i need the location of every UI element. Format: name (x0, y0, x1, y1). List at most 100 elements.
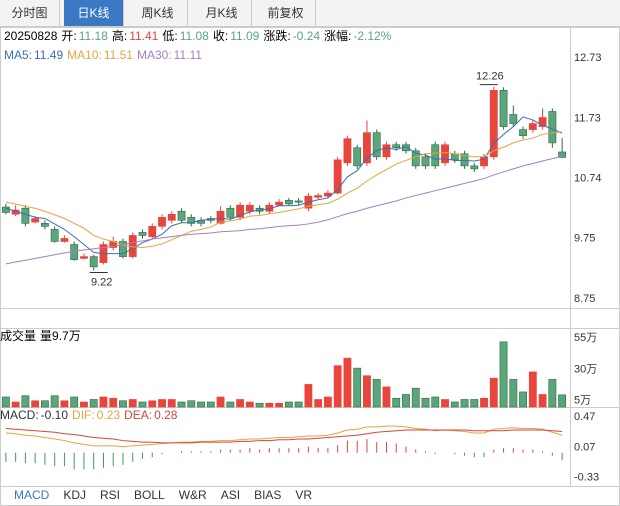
candle-body (460, 153, 469, 167)
indicator-tab[interactable]: W&R (178, 488, 207, 502)
candle-body (216, 210, 225, 224)
legend-name: MA30: (136, 48, 172, 62)
annotation: 12.26 (476, 71, 504, 83)
candle-body (314, 195, 323, 198)
volume-bar (284, 401, 293, 408)
candle-body (60, 238, 69, 242)
volume-bar (558, 394, 567, 408)
candle-body (275, 201, 284, 206)
volume-bar (402, 394, 410, 408)
volume-bar (119, 400, 127, 408)
indicator-tab[interactable]: ASI (220, 488, 241, 502)
volume-bar (333, 365, 342, 408)
volume-bar (382, 386, 391, 408)
legend-value: -0.10 (40, 408, 69, 422)
volume-bar (343, 357, 352, 408)
candle-body (236, 204, 244, 218)
indicator-tab[interactable]: RSI (100, 488, 121, 502)
volume-bar (177, 401, 186, 408)
candle-body (245, 204, 254, 212)
candle-body (519, 129, 527, 136)
y-tick-label: 11.73 (574, 113, 601, 125)
period-tabs: 分时图 日K线 周K线 月K线 前复权 (0, 0, 620, 27)
candle-body (343, 138, 352, 164)
volume-bar (99, 396, 108, 408)
candle-body (41, 223, 49, 227)
y-tick-label: 30万 (574, 363, 597, 375)
candle-body (226, 207, 235, 218)
volume-bar (489, 377, 498, 408)
volume-bar (314, 399, 323, 408)
volume-bar (441, 399, 449, 408)
candle-body (489, 89, 498, 158)
candle-body (538, 117, 547, 127)
candle-body (31, 218, 40, 223)
legend-value: 11.51 (103, 48, 133, 62)
y-tick-label: 0.07 (574, 441, 595, 453)
legend-name: DIF: (72, 408, 95, 422)
volume-bar (480, 397, 488, 408)
period-tab[interactable]: 日K线 (64, 0, 124, 26)
candle-body (353, 147, 362, 167)
volume-bar (236, 399, 244, 408)
y-tick-label: 9.75 (574, 232, 595, 244)
candle-body (548, 111, 557, 144)
volume-bar (548, 379, 557, 408)
volume-bar (363, 375, 371, 408)
field-label: 涨幅: (324, 29, 352, 43)
period-tab[interactable]: 周K线 (128, 0, 188, 26)
candle-body (372, 132, 381, 158)
volume-bar (41, 400, 49, 408)
candle-body (480, 156, 488, 167)
candle-body (148, 226, 157, 237)
annotation: 9.22 (91, 276, 112, 288)
candle-body (363, 132, 371, 164)
ma-legend: MA5: 11.49 MA10: 11.51 MA30: 11.11 (4, 48, 206, 62)
ma-line (5, 131, 563, 249)
legend-name: MACD: (0, 408, 39, 422)
ma-line (5, 155, 563, 265)
volume-bar (353, 367, 362, 408)
volume-bar (528, 371, 537, 408)
volume-bar (509, 379, 518, 408)
legend-value: 0.28 (154, 408, 178, 422)
volume-bar (31, 400, 40, 408)
volume-bar (275, 402, 284, 408)
volume-bar (265, 402, 274, 408)
volume-bar (294, 401, 303, 408)
volume-bar (21, 395, 30, 408)
indicator-tab[interactable]: VR (295, 488, 313, 502)
volume-bar (470, 399, 479, 408)
legend-value: 0.23 (96, 408, 121, 422)
candle-body (21, 207, 30, 224)
volume-bar (109, 397, 118, 408)
field-value: 11.41 (129, 29, 159, 43)
y-tick-label: 8.75 (574, 293, 595, 305)
y-tick-label: 55万 (574, 332, 597, 344)
volume-bar (392, 397, 401, 408)
volume-bar (216, 396, 225, 408)
volume-bar (158, 399, 166, 408)
volume-bar (148, 400, 157, 408)
indicator-tab[interactable]: MACD (14, 488, 50, 502)
volume-value: 量9.7万 (40, 329, 81, 343)
candle-body (138, 232, 147, 236)
indicator-tab[interactable]: BOLL (134, 488, 165, 502)
indicator-tab[interactable]: KDJ (63, 488, 87, 502)
candle-body (187, 216, 196, 224)
volume-bar (499, 341, 508, 408)
field-value: 11.09 (230, 29, 260, 43)
candle-body (382, 144, 391, 158)
volume-bar (304, 384, 313, 408)
volume-bar (431, 396, 440, 408)
indicator-tab[interactable]: BIAS (254, 488, 282, 502)
period-tab[interactable]: 前复权 (256, 0, 316, 26)
volume-bar (538, 394, 547, 408)
period-tab[interactable]: 分时图 (0, 0, 60, 26)
volume-title: 成交量 (0, 329, 37, 343)
period-tab[interactable]: 月K线 (192, 0, 252, 26)
volume-bar (450, 401, 459, 408)
y-tick-label: 10.74 (574, 172, 602, 184)
volume-bar (167, 399, 176, 408)
